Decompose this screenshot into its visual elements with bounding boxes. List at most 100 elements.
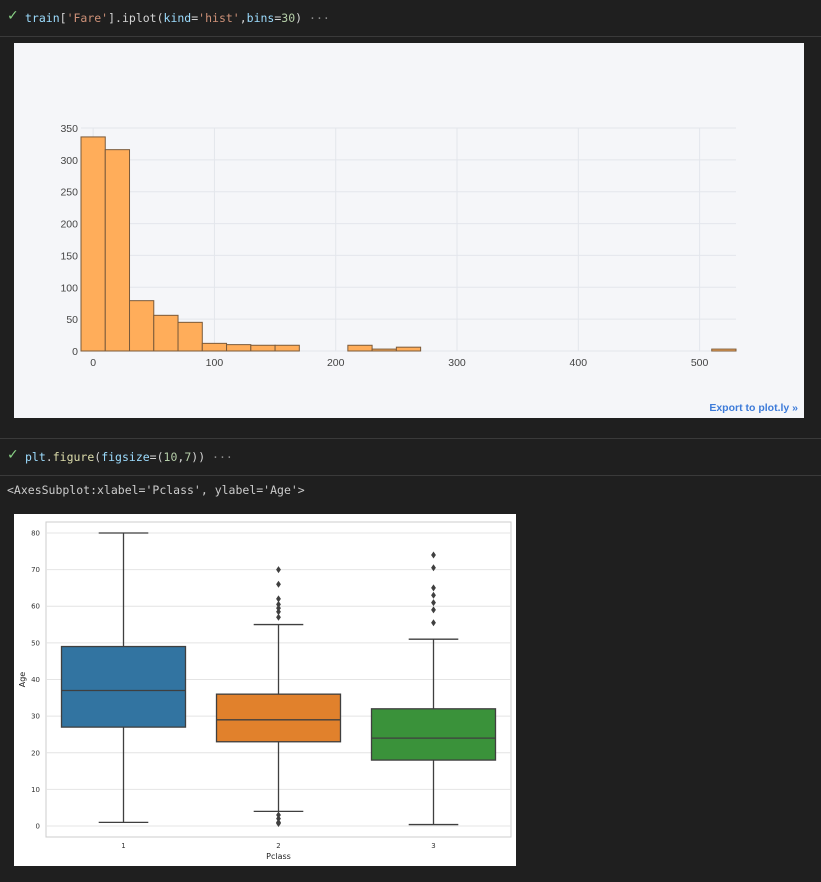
cell-2-code[interactable]: plt.figure(figsize=(10,7)) ··· xyxy=(25,450,233,464)
histogram-bar xyxy=(711,348,737,352)
iqr-box xyxy=(370,708,497,761)
y-tick-label: 300 xyxy=(60,155,78,167)
code-token: figsize xyxy=(101,450,150,464)
outlier-point xyxy=(276,613,281,621)
y-tick-label: 10 xyxy=(31,786,40,794)
histogram-bar xyxy=(153,314,179,352)
y-tick-label: 50 xyxy=(66,314,78,326)
outlier-point xyxy=(276,608,281,616)
x-tick-label: 200 xyxy=(327,357,345,369)
box-group xyxy=(60,532,187,823)
x-tick-label: 100 xyxy=(206,357,224,369)
histogram-bar xyxy=(371,348,397,352)
x-tick-label: 500 xyxy=(691,357,709,369)
code-token: 'Fare' xyxy=(66,11,109,25)
y-tick-label: 100 xyxy=(60,282,78,294)
y-axis-label: Age xyxy=(18,672,27,688)
code-token: 10 xyxy=(163,450,178,464)
histogram-bar xyxy=(347,344,373,352)
code-token: bins xyxy=(246,11,275,25)
histogram-bar xyxy=(104,149,131,352)
code-token: 30 xyxy=(281,11,296,25)
outlier-point xyxy=(431,619,436,627)
code-token: plt xyxy=(25,450,46,464)
code-token: ··· xyxy=(205,450,233,464)
x-tick-label: 300 xyxy=(448,357,466,369)
y-tick-label: 20 xyxy=(31,749,40,757)
outlier-point xyxy=(431,606,436,614)
cell-2-header[interactable]: ✓ plt.figure(figsize=(10,7)) ··· xyxy=(0,438,821,476)
code-token: ) xyxy=(295,11,303,25)
y-tick-label: 40 xyxy=(31,676,40,684)
cell-1-code[interactable]: train['Fare'].iplot(kind='hist',bins=30)… xyxy=(25,11,330,25)
x-tick-label: 1 xyxy=(121,842,125,850)
code-token: = xyxy=(274,11,282,25)
y-tick-label: 30 xyxy=(31,713,40,721)
boxplot-output: 0 10 20 30 40 50 60 70 80 1 2 3 Pclass Age xyxy=(14,514,516,866)
y-tick-label: 50 xyxy=(31,639,40,647)
code-token: )) xyxy=(191,450,206,464)
histogram-bar xyxy=(226,344,252,352)
outlier-point xyxy=(276,811,281,819)
x-tick-label: 3 xyxy=(431,842,435,850)
code-token: , xyxy=(239,11,247,25)
outlier-point xyxy=(276,566,281,574)
code-token: , xyxy=(177,450,185,464)
check-icon: ✓ xyxy=(7,8,19,24)
histogram-bar xyxy=(395,346,422,352)
x-axis-label: Pclass xyxy=(266,852,291,861)
outlier-point xyxy=(431,591,436,599)
y-tick-label: 250 xyxy=(60,187,78,199)
y-tick-label: 350 xyxy=(60,123,78,135)
y-tick-label: 80 xyxy=(31,529,40,537)
iqr-box xyxy=(215,693,342,743)
cell-2-repr-output: <AxesSubplot:xlabel='Pclass', ylabel='Ag… xyxy=(7,483,305,497)
fare-histogram[interactable]: 0 50 100 150 200 250 300 350 0 100 200 300 400 500 xyxy=(14,43,804,418)
code-token: 7 xyxy=(184,450,192,464)
iqr-box xyxy=(60,645,187,728)
code-token: . xyxy=(45,450,53,464)
histogram-bar xyxy=(274,344,300,352)
outlier-point xyxy=(276,818,281,826)
outlier-point xyxy=(431,584,436,592)
y-tick-label: 0 xyxy=(36,823,40,831)
code-token: iplot xyxy=(121,11,157,25)
y-tick-label: 60 xyxy=(31,603,40,611)
code-token: [ xyxy=(59,11,67,25)
y-tick-label: 70 xyxy=(31,566,40,574)
outlier-point xyxy=(431,599,436,607)
cell-1-header[interactable]: ✓ train['Fare'].iplot(kind='hist',bins=3… xyxy=(0,0,821,37)
code-token: ( xyxy=(94,450,102,464)
box-group xyxy=(370,551,497,826)
x-tick-label: 0 xyxy=(90,357,96,369)
y-tick-label: 200 xyxy=(60,219,78,231)
code-token: train xyxy=(25,11,60,25)
code-token: =( xyxy=(149,450,164,464)
export-to-plotly-link[interactable]: Export to plot.ly » xyxy=(709,402,798,414)
code-token: kind xyxy=(163,11,192,25)
plotly-histogram-output[interactable]: 0 50 100 150 200 250 300 350 0 100 200 300 400 500 Ex… xyxy=(14,43,804,418)
y-tick-label: 150 xyxy=(60,250,78,262)
code-token: 'hist' xyxy=(198,11,240,25)
box-group xyxy=(215,566,342,827)
outlier-point xyxy=(276,604,281,612)
outlier-point xyxy=(276,815,281,823)
code-token: ]. xyxy=(108,11,122,25)
histogram-bar xyxy=(80,136,106,352)
check-icon: ✓ xyxy=(7,447,19,463)
outlier-point xyxy=(431,551,436,559)
outlier-point xyxy=(276,595,281,603)
histogram-bar xyxy=(129,300,155,352)
age-by-pclass-boxplot: 0 10 20 30 40 50 60 70 80 1 2 3 Pclass Age xyxy=(18,521,512,861)
x-tick-label: 400 xyxy=(570,357,588,369)
outlier-point xyxy=(431,564,436,572)
x-tick-label: 2 xyxy=(276,842,280,850)
outlier-point xyxy=(276,580,281,588)
y-tick-label: 0 xyxy=(72,346,78,358)
outlier-point xyxy=(276,600,281,608)
histogram-bar xyxy=(177,321,203,352)
code-token: = xyxy=(191,11,199,25)
code-token: ··· xyxy=(302,11,330,25)
code-token: ( xyxy=(156,11,164,25)
histogram-bar xyxy=(201,342,228,352)
